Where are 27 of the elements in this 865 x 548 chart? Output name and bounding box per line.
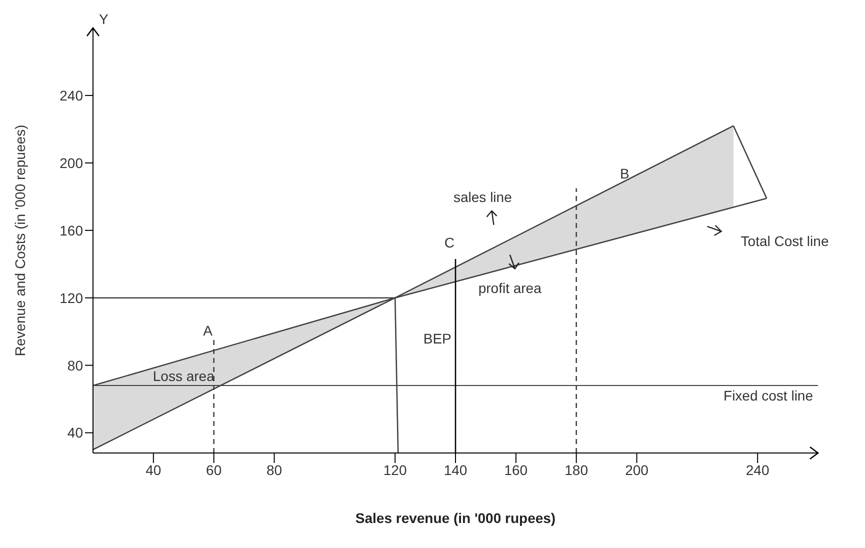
x-tick-label: 200 bbox=[625, 462, 649, 478]
y-tick-label: 160 bbox=[60, 222, 84, 238]
annotation: BEP bbox=[423, 330, 452, 347]
x-axis-title: Sales revenue (in '000 rupees) bbox=[355, 510, 556, 526]
annotation: sales line bbox=[454, 189, 512, 206]
x-tick-label: 60 bbox=[206, 462, 222, 478]
x-tick-label: 140 bbox=[444, 462, 468, 478]
x-tick-label: 240 bbox=[746, 462, 770, 478]
y-tick-label: 40 bbox=[67, 424, 84, 441]
text: Y bbox=[99, 11, 109, 27]
ref-line-label: Fixed cost line bbox=[724, 387, 814, 404]
annotation: profit area bbox=[478, 280, 542, 296]
annotation: B bbox=[620, 165, 630, 182]
x-tick-label: 40 bbox=[146, 462, 162, 478]
annotation: C bbox=[444, 234, 455, 251]
x-tick-label: 180 bbox=[564, 462, 588, 478]
y-axis-title: Revenue and Costs (in '000 repuees) bbox=[12, 124, 28, 356]
y-tick-label: 80 bbox=[67, 357, 84, 374]
annotation: Total Cost line bbox=[740, 232, 829, 249]
y-tick-label: 200 bbox=[60, 154, 84, 171]
x-tick-label: 160 bbox=[504, 462, 528, 478]
annotation: Loss area bbox=[152, 368, 215, 384]
y-tick-label: 240 bbox=[60, 87, 84, 104]
x-tick-label: 80 bbox=[266, 462, 282, 478]
annotation: A bbox=[203, 322, 214, 338]
y-tick-label: 120 bbox=[60, 290, 84, 306]
x-tick-label: 120 bbox=[383, 462, 407, 478]
